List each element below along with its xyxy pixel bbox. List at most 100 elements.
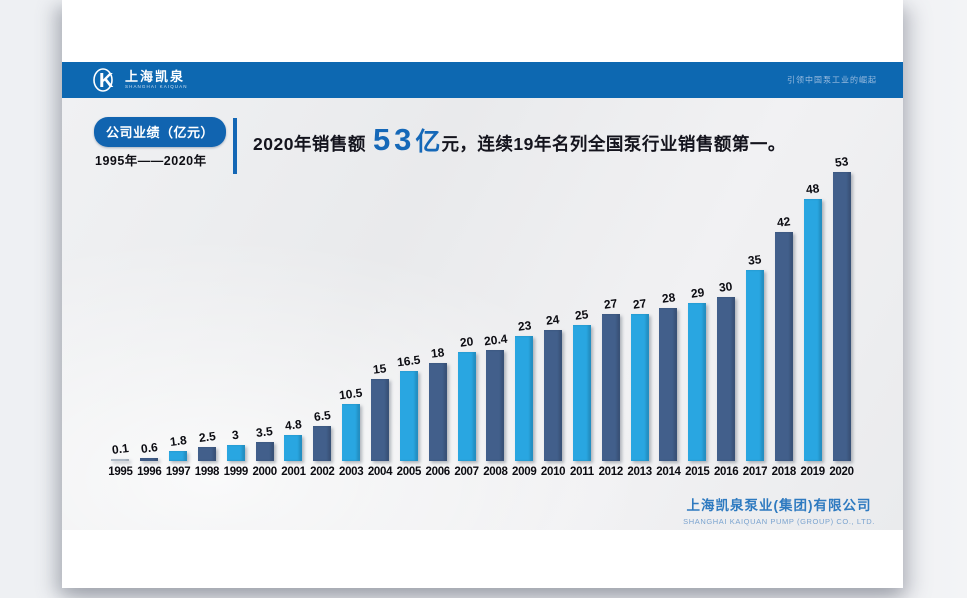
bar-value-label: 6.5 — [313, 408, 332, 424]
bar-value-label: 28 — [660, 290, 676, 306]
bar-value-label: 27 — [632, 296, 648, 312]
bar-2016 — [717, 297, 736, 461]
x-axis-label: 2015 — [685, 466, 710, 478]
x-axis-label: 1999 — [223, 466, 249, 478]
bar-column: 1.8 1997 — [164, 127, 193, 479]
bar-value-label: 1.8 — [168, 433, 188, 449]
bar-value-label: 42 — [776, 214, 792, 230]
bar-2001 — [284, 435, 303, 461]
x-axis-label: 2008 — [483, 466, 508, 478]
bar-column: 23 2009 — [510, 127, 539, 479]
x-axis-label: 2014 — [656, 466, 681, 478]
bar-value-label: 27 — [603, 296, 619, 312]
bar-column: 30 2016 — [712, 127, 741, 479]
bar-value-label: 10.5 — [338, 385, 364, 403]
bar-value-label: 2.5 — [197, 429, 217, 445]
bar-1996 — [140, 458, 159, 461]
bar-value-label: 0.6 — [140, 440, 159, 456]
metric-badge: 公司业绩（亿元） — [94, 117, 227, 147]
x-axis-label: 1997 — [165, 466, 191, 478]
bar-column: 35 2017 — [741, 127, 770, 479]
slide-page: K 上海凯泉 SHANGHAI KAIQUAN 引领中国泵工业的崛起 公司业绩（… — [62, 0, 903, 588]
logo-text: 上海凯泉 SHANGHAI KAIQUAN — [125, 70, 188, 90]
footer-company-en: SHANGHAI KAIQUAN PUMP (GROUP) CO., LTD. — [683, 517, 875, 526]
bar-2017 — [745, 270, 764, 461]
slide-header-band: K 上海凯泉 SHANGHAI KAIQUAN 引领中国泵工业的崛起 — [62, 62, 903, 98]
year-range-label: 1995年——2020年 — [95, 154, 207, 168]
bar-column: 0.1 1995 — [106, 127, 135, 479]
x-axis-label: 2011 — [570, 466, 594, 478]
x-axis-label: 2018 — [771, 466, 797, 478]
bar-column: 3.5 2000 — [250, 127, 279, 479]
bar-column: 27 2012 — [596, 127, 625, 479]
x-axis-label: 2013 — [627, 466, 652, 478]
bar-2018 — [774, 232, 793, 461]
bar-2003 — [342, 404, 361, 461]
bar-2002 — [313, 426, 332, 461]
bar-value-label: 16.5 — [396, 352, 422, 370]
bar-column: 28 2014 — [654, 127, 683, 479]
bar-2020 — [832, 172, 851, 461]
svg-text:K: K — [99, 70, 114, 92]
bar-value-label: 23 — [516, 318, 532, 334]
bar-2019 — [803, 199, 822, 461]
bar-2006 — [428, 363, 447, 461]
headline-number: 53 — [372, 122, 416, 157]
bar-column: 4.8 2001 — [279, 127, 308, 479]
x-axis-label: 2001 — [281, 466, 306, 478]
bar-2011 — [572, 325, 591, 461]
bar-column: 20.4 2008 — [481, 127, 510, 479]
bar-column: 53 2020 — [827, 127, 856, 479]
bar-value-label: 35 — [747, 252, 763, 268]
bar-column: 24 2010 — [539, 127, 568, 479]
bar-column: 10.5 2003 — [337, 127, 366, 479]
bar-2013 — [630, 314, 649, 461]
bar-value-label: 18 — [430, 345, 446, 361]
x-axis-label: 2017 — [742, 466, 768, 478]
bar-column: 15 2004 — [366, 127, 395, 479]
bar-column: 18 2006 — [423, 127, 452, 479]
bar-1998 — [197, 447, 216, 461]
x-axis-label: 2019 — [800, 466, 825, 478]
bar-value-label: 20.4 — [482, 331, 508, 349]
bar-value-label: 15 — [372, 361, 388, 377]
x-axis-label: 2010 — [540, 466, 566, 478]
bar-2007 — [457, 352, 476, 461]
header-tagline: 引领中国泵工业的崛起 — [787, 75, 877, 85]
bar-2000 — [255, 442, 274, 461]
bar-column: 42 2018 — [769, 127, 798, 479]
bar-value-label: 48 — [805, 181, 821, 197]
x-axis-label: 2004 — [367, 466, 393, 478]
x-axis-label: 2009 — [512, 466, 537, 478]
slide-body: 公司业绩（亿元） 1995年——2020年 2020年销售额 53 亿 元，连续… — [62, 98, 903, 530]
x-axis-label: 2002 — [310, 466, 335, 478]
bar-2010 — [544, 330, 563, 461]
x-axis-label: 2006 — [425, 466, 451, 478]
bar-1997 — [169, 451, 188, 461]
footer-company-cn: 上海凯泉泵业(集团)有限公司 — [686, 498, 872, 513]
kaiquan-logo-icon: K — [93, 68, 114, 92]
bar-value-label: 3.5 — [255, 424, 274, 440]
bar-column: 2.5 1998 — [193, 127, 222, 479]
bar-2008 — [486, 350, 505, 461]
footer-company: 上海凯泉泵业(集团)有限公司 SHANGHAI KAIQUAN PUMP (GR… — [683, 494, 875, 526]
bar-column: 0.6 1996 — [135, 127, 164, 479]
bar-value-label: 20 — [459, 334, 475, 350]
x-axis-label: 1996 — [137, 466, 162, 478]
x-axis-label: 2012 — [598, 466, 624, 478]
bar-column: 29 2015 — [683, 127, 712, 479]
bar-value-label: 30 — [718, 279, 734, 295]
logo-name-cn: 上海凯泉 — [125, 69, 186, 85]
bar-value-label: 53 — [834, 154, 849, 170]
vertical-divider — [233, 118, 237, 174]
bar-value-label: 24 — [545, 312, 561, 328]
bar-2004 — [371, 379, 390, 461]
x-axis-label: 1998 — [194, 466, 220, 478]
bar-value-label: 29 — [689, 285, 705, 301]
headline-suffix: 元，连续19年名列全国泵行业销售额第一。 — [441, 134, 786, 154]
x-axis-label: 1995 — [108, 466, 133, 478]
bar-1999 — [226, 445, 245, 461]
headline-unit: 亿 — [415, 128, 441, 156]
bar-2014 — [659, 308, 678, 461]
bar-column: 3 1999 — [221, 127, 250, 479]
